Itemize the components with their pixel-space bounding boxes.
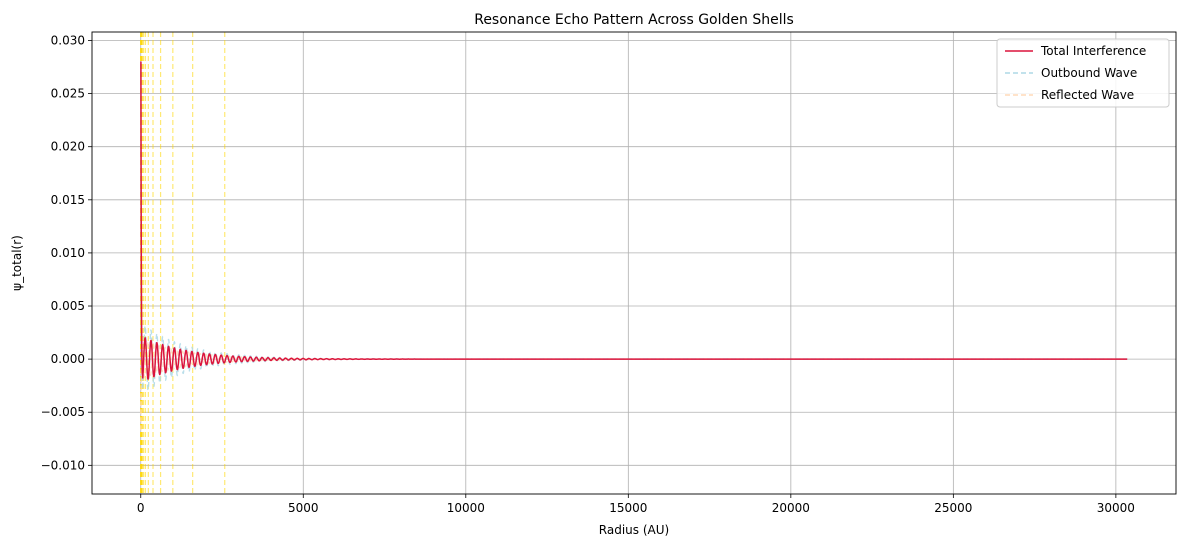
y-tick-label: −0.010 <box>41 458 85 472</box>
y-axis-label: ψ_total(r) <box>10 235 24 291</box>
chart-title: Resonance Echo Pattern Across Golden She… <box>474 12 794 28</box>
x-tick-label: 30000 <box>1097 501 1135 515</box>
plot-area <box>140 32 1128 494</box>
legend-box <box>996 38 1170 108</box>
legend-label: Outbound Wave <box>1041 66 1137 80</box>
series <box>140 61 1128 431</box>
x-tick-label: 5000 <box>288 501 319 515</box>
x-tick-label: 10000 <box>447 501 485 515</box>
y-tick-label: 0.015 <box>51 193 85 207</box>
ticks: 0 5000 10000 15000 20000 25000 30000 −0.010 −0.0… <box>41 33 1135 515</box>
y-tick-label: 0.020 <box>51 140 85 154</box>
y-tick-label: 0.005 <box>51 299 85 313</box>
x-tick-label: 0 <box>137 501 145 515</box>
y-tick-label: −0.005 <box>41 405 85 419</box>
series-line-total-interference <box>140 61 1128 381</box>
y-tick-label: 0.000 <box>51 352 85 366</box>
legend-label: Reflected Wave <box>1041 88 1134 102</box>
y-tick-label: 0.025 <box>51 87 85 101</box>
x-tick-label: 20000 <box>772 501 810 515</box>
legend: Total Interference Outbound Wave Reflected… <box>996 38 1170 108</box>
x-tick-label: 15000 <box>609 501 647 515</box>
y-tick-label: 0.010 <box>51 246 85 260</box>
y-tick-label: 0.030 <box>51 33 85 47</box>
legend-label: Total Interference <box>1040 44 1146 58</box>
x-tick-label: 25000 <box>934 501 972 515</box>
x-axis-label: Radius (AU) <box>599 523 669 537</box>
plot-frame <box>91 31 1177 495</box>
